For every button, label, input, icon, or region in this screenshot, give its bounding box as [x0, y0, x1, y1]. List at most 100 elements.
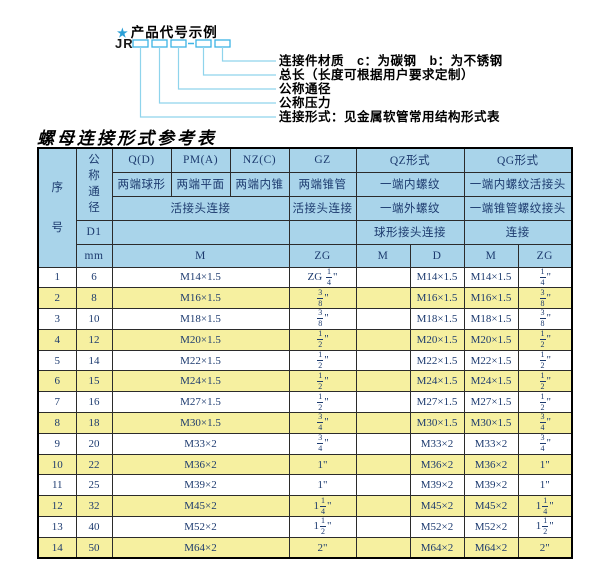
cell-qgzg: 1" [517, 453, 573, 476]
header-cell-qg-m: M [463, 243, 519, 268]
table-row: 5 14 M22×1.5 1 2 " M22×1.5 M22×1.5 1 2 " [37, 349, 573, 372]
header-cell-qz-d: D [409, 243, 465, 268]
cell-gz: 3 4 " [288, 412, 357, 434]
cell-qgm: M64×2 [463, 536, 519, 559]
cell-qzd: M33×2 [409, 432, 465, 455]
cell-qgzg: 1 2 " [517, 391, 573, 414]
cell-seq: 5 [37, 349, 77, 372]
cell-seq: 10 [37, 453, 77, 476]
cell-qzd: M20×1.5 [409, 328, 465, 351]
code-box-1 [132, 39, 149, 48]
leader-line-dn [177, 47, 276, 90]
cell-qgm: M45×2 [463, 495, 519, 518]
diagram-title-text: 产品代号示例 [130, 25, 218, 40]
cell-qgm: M27×1.5 [463, 391, 519, 414]
table-row: 6 15 M24×1.5 1 2 " M24×1.5 M24×1.5 1 2 " [37, 370, 573, 393]
cell-qzm [355, 432, 411, 455]
header-cell-nz: NZ(C) [229, 147, 290, 173]
cell-qzd: M36×2 [409, 453, 465, 476]
header-row-4: D1 球形接头连接 连接 [38, 219, 573, 245]
cell-qgm: M33×2 [463, 432, 519, 455]
cell-dn: 18 [75, 412, 113, 434]
table-row: 11 25 M39×2 1" M39×2 M39×2 1" [37, 474, 573, 497]
cell-dn: 14 [75, 349, 113, 372]
header-cell-gz-sub: 两端锥管 [288, 171, 357, 197]
code-box-5 [214, 39, 231, 48]
cell-seq: 11 [37, 474, 77, 497]
cell-qzd: M24×1.5 [409, 370, 465, 393]
cell-qgzg: 1 2 " [517, 328, 573, 351]
cell-qzm [355, 474, 411, 497]
header-cell-pm-sub: 两端平面 [170, 171, 231, 197]
star-icon: ★ [117, 26, 129, 40]
cell-gz: 1 2 " [288, 349, 357, 372]
cell-gz: 3 8 " [288, 287, 357, 310]
cell-qgm: M36×2 [463, 453, 519, 476]
cell-qzm [355, 349, 411, 372]
cell-qgzg: 1 1 2 " [517, 516, 573, 538]
label-connector-material: 连接件材质 c：为碳钢 b：为不锈钢 [279, 54, 503, 68]
cell-qgm: M52×2 [463, 516, 519, 538]
header-cell-d1: D1 [75, 219, 113, 245]
cell-seq: 13 [37, 516, 77, 538]
cell-gz: ZG 1 4 " [288, 266, 357, 289]
cell-qzm [355, 308, 411, 330]
table-body: 1 6 M14×1.5 ZG 1 4 " M14×1.5 M14×1.5 1 4 " 2 8 M16×1.… [37, 266, 573, 559]
header-cell-qz-sub3: 球形接头连接 [355, 219, 465, 245]
cell-gz: 1 2 " [288, 328, 357, 351]
cell-dn: 10 [75, 308, 113, 330]
cell-m: M18×1.5 [111, 308, 290, 330]
cell-seq: 9 [37, 432, 77, 455]
cell-qzd: M22×1.5 [409, 349, 465, 372]
cell-qzd: M45×2 [409, 495, 465, 518]
cell-m: M45×2 [111, 495, 290, 518]
cell-dn: 20 [75, 432, 113, 455]
cell-gz: 1" [288, 474, 357, 497]
leader-line-pn [158, 47, 276, 104]
cell-dn: 15 [75, 370, 113, 393]
cell-dn: 50 [75, 536, 113, 559]
cell-qgm: M24×1.5 [463, 370, 519, 393]
cell-qgm: M22×1.5 [463, 349, 519, 372]
cell-dn: 16 [75, 391, 113, 414]
cell-qzd: M64×2 [409, 536, 465, 559]
header-cell-nz-sub: 两端内锥 [229, 171, 290, 197]
cell-seq: 2 [37, 287, 77, 310]
header-cell-qz-sub1: 一端内螺纹 [355, 171, 465, 197]
table-row: 7 16 M27×1.5 1 2 " M27×1.5 M27×1.5 1 2 " [37, 391, 573, 414]
cell-gz: 1" [288, 453, 357, 476]
cell-gz: 3 4 " [288, 432, 357, 455]
cell-m: M33×2 [111, 432, 290, 455]
header-cell-zg: ZG [288, 243, 357, 268]
header-cell-qg-sub3: 连接 [463, 219, 573, 245]
cell-qgzg: 2" [517, 536, 573, 559]
cell-m: M16×1.5 [111, 287, 290, 310]
cell-seq: 8 [37, 412, 77, 434]
header-cell-empty-qnz [111, 219, 290, 245]
cell-seq: 1 [37, 266, 77, 289]
table-row: 12 32 M45×2 1 1 4 " M45×2 M45×2 1 1 4 " [37, 495, 573, 518]
nut-connection-table: 序号 公称通径 Q(D) PM(A) NZ(C) GZ QZ形式 QG形式 两端… [37, 147, 573, 560]
cell-seq: 12 [37, 495, 77, 518]
table-row: 1 6 M14×1.5 ZG 1 4 " M14×1.5 M14×1.5 1 4 " [37, 266, 573, 289]
table-header: 序号 公称通径 Q(D) PM(A) NZ(C) GZ QZ形式 QG形式 两端… [37, 147, 573, 268]
cell-m: M64×2 [111, 536, 290, 559]
leader-line-material [221, 47, 276, 62]
cell-qzm [355, 412, 411, 434]
cell-m: M22×1.5 [111, 349, 290, 372]
